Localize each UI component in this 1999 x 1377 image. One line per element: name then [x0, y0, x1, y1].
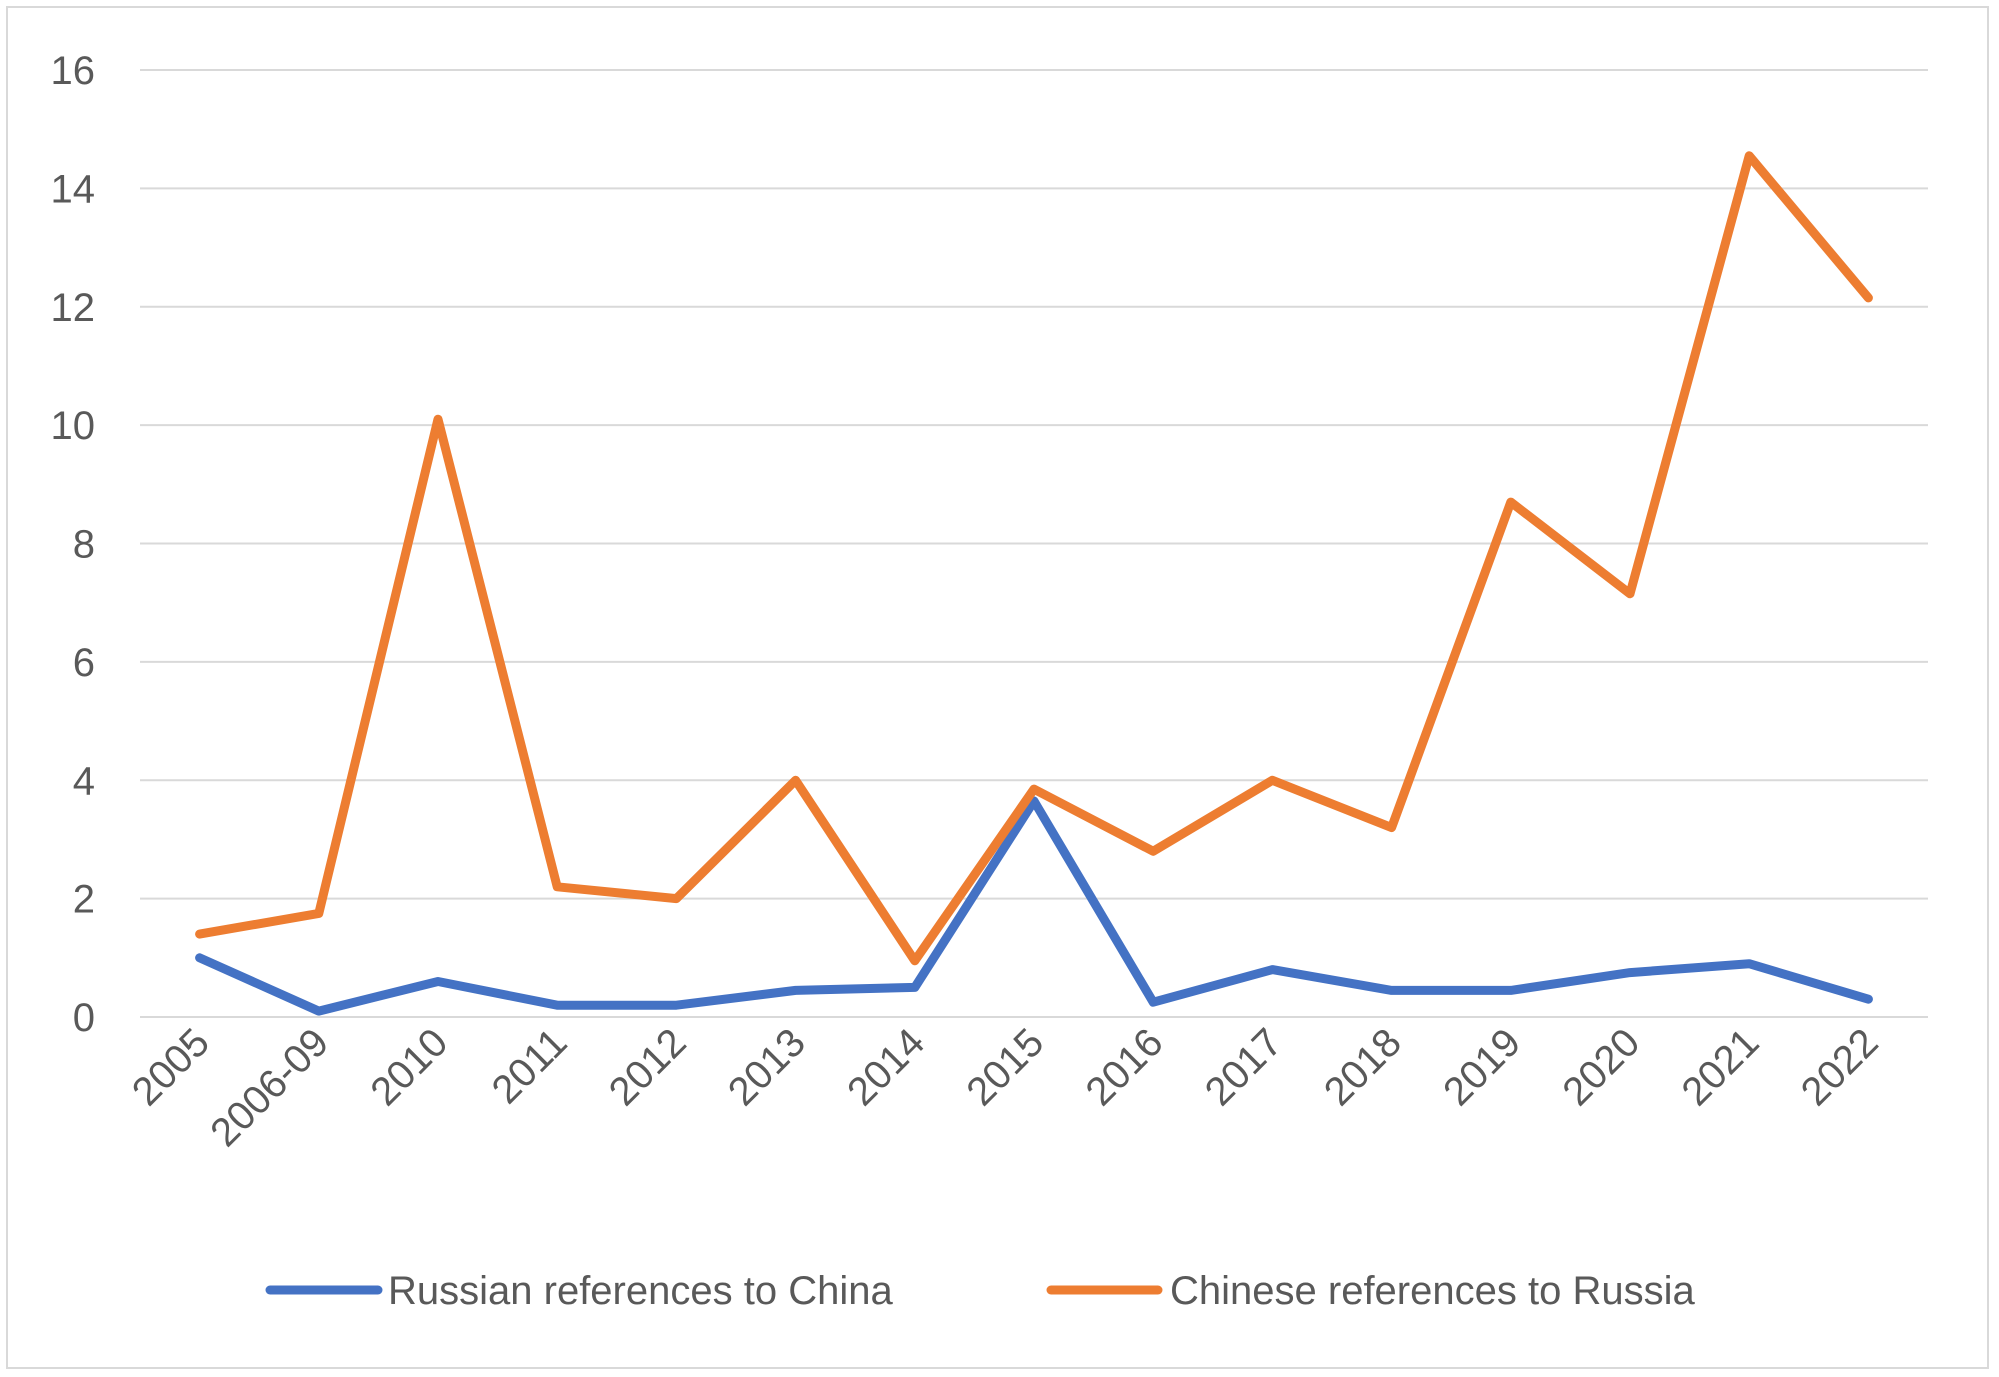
data-point	[1152, 1001, 1154, 1003]
legend: Russian references to China Chinese refer…	[265, 1269, 1695, 1313]
y-tick-label: 14	[51, 167, 96, 211]
data-point	[914, 960, 916, 962]
x-tick-label: 2011	[484, 1020, 576, 1112]
data-point	[1748, 155, 1750, 157]
x-tick-label: 2010	[362, 1020, 456, 1114]
data-point	[1391, 827, 1393, 829]
y-tick-label: 2	[73, 878, 95, 922]
x-tick-label: 2005	[124, 1020, 218, 1114]
data-point	[437, 418, 439, 420]
x-tick-label: 2016	[1078, 1020, 1172, 1114]
data-point	[1510, 989, 1512, 991]
data-point	[914, 986, 916, 988]
y-axis-tick-labels: 0 2 4 6 8 10 12 14 16	[51, 49, 96, 1040]
x-tick-label: 2006-09	[202, 1020, 337, 1155]
y-tick-label: 0	[73, 996, 95, 1040]
data-point	[1867, 297, 1869, 299]
y-tick-label: 12	[51, 286, 96, 330]
x-tick-label: 2021	[1674, 1020, 1768, 1114]
data-point	[556, 1004, 558, 1006]
data-point	[795, 989, 797, 991]
data-point	[1391, 989, 1393, 991]
x-tick-label: 2015	[958, 1020, 1052, 1114]
data-point	[199, 957, 201, 959]
data-point	[1748, 963, 1750, 965]
x-tick-label: 2019	[1435, 1020, 1529, 1114]
data-point	[675, 1004, 677, 1006]
legend-label-0: Russian references to China	[388, 1269, 893, 1313]
y-tick-label: 4	[73, 759, 95, 803]
data-point	[1271, 969, 1273, 971]
chart-frame	[6, 6, 1989, 1369]
gridlines	[140, 69, 1928, 1018]
data-point	[318, 912, 320, 914]
x-tick-label: 2018	[1316, 1020, 1410, 1114]
series-line-1	[195, 151, 1873, 966]
y-tick-label: 10	[51, 404, 96, 448]
x-tick-label: 2020	[1554, 1020, 1648, 1114]
x-tick-label: 2017	[1197, 1020, 1291, 1114]
series-line-0	[195, 796, 1873, 1016]
data-point	[1867, 998, 1869, 1000]
y-tick-label: 8	[73, 523, 95, 567]
data-point	[1629, 972, 1631, 974]
data-point	[318, 1010, 320, 1012]
data-point	[199, 933, 201, 935]
data-point	[1033, 800, 1035, 802]
x-tick-label: 2014	[839, 1020, 933, 1114]
series-lines	[195, 151, 1873, 1016]
y-tick-label: 6	[73, 641, 95, 685]
x-tick-label: 2013	[720, 1020, 814, 1114]
x-tick-label: 2022	[1793, 1020, 1887, 1114]
data-point	[556, 886, 558, 888]
data-point	[1629, 593, 1631, 595]
data-point	[437, 980, 439, 982]
legend-label-1: Chinese references to Russia	[1170, 1269, 1695, 1313]
data-point	[1033, 788, 1035, 790]
x-tick-label: 2012	[601, 1020, 695, 1114]
data-point	[675, 898, 677, 900]
data-point	[1152, 850, 1154, 852]
y-tick-label: 16	[51, 49, 96, 93]
data-point	[1510, 501, 1512, 503]
data-point	[795, 779, 797, 781]
data-point	[1271, 779, 1273, 781]
